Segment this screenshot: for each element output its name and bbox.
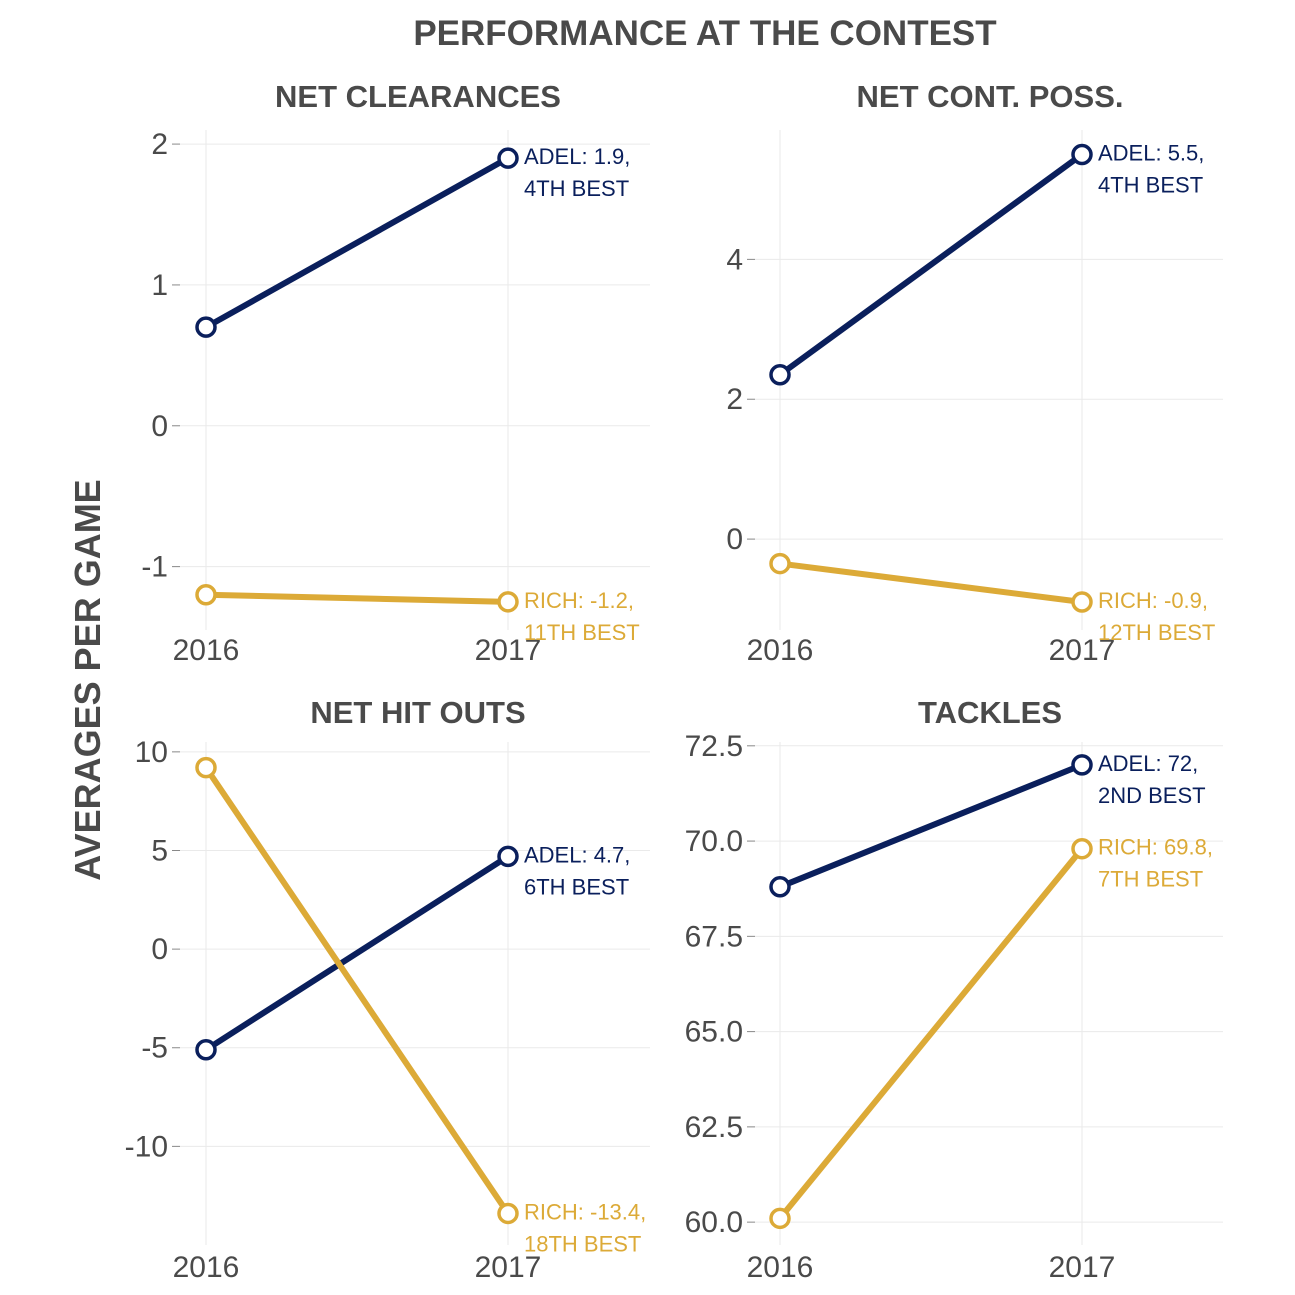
data-point-adel: [195, 1038, 217, 1061]
data-label-rich: 12TH BEST: [1098, 620, 1215, 645]
panel-title: NET CLEARANCES: [275, 79, 561, 114]
panel-title: NET HIT OUTS: [310, 695, 525, 730]
y-tick-label: 65.0: [685, 1016, 743, 1049]
panel-net-clearances: NET CLEARANCES 2 1 0 -1 2016 2017 ADEL: 1.9, 4TH…: [141, 79, 650, 667]
data-label-rich: 7TH BEST: [1098, 867, 1203, 892]
data-point-rich: [195, 756, 217, 779]
data-label-adel: ADEL: 4.7,: [524, 842, 630, 867]
data-label-adel: 4TH BEST: [1098, 172, 1203, 197]
series-line-adel: [203, 155, 511, 331]
x-tick-label: 2016: [173, 1251, 240, 1284]
y-tick-label: 2: [726, 383, 743, 416]
y-tick-label: 72.5: [685, 730, 743, 763]
data-label-adel: 4TH BEST: [524, 176, 629, 201]
data-label-adel: 6TH BEST: [524, 874, 629, 899]
data-point-rich: [1071, 591, 1093, 613]
y-tick-label: 0: [726, 523, 743, 556]
data-label-rich: RICH: 69.8,: [1098, 835, 1213, 860]
y-tick-label: 2: [151, 128, 168, 161]
series-line-rich: [777, 560, 1085, 606]
x-tick-label: 2016: [747, 634, 814, 667]
data-label-rich: RICH: -1.2,: [524, 588, 634, 613]
series-line-rich: [203, 591, 511, 605]
data-point-adel: [769, 364, 791, 386]
series-line-adel: [777, 761, 1085, 890]
data-label-rich: RICH: -0.9,: [1098, 588, 1208, 613]
data-point-adel: [497, 147, 519, 169]
data-point-rich: [769, 552, 791, 575]
series-line-adel: [777, 151, 1085, 378]
y-tick-label: -10: [125, 1130, 168, 1163]
series-line-adel: [203, 853, 511, 1053]
series-line-rich: [203, 764, 511, 1217]
series-line-rich: [777, 845, 1085, 1222]
data-label-rich: 11TH BEST: [524, 620, 640, 645]
data-point-rich: [195, 584, 217, 606]
y-tick-label: 70.0: [685, 825, 743, 858]
data-point-adel: [195, 316, 217, 338]
x-tick-label: 2017: [475, 1251, 542, 1284]
data-label-adel: ADEL: 72,: [1098, 751, 1198, 776]
data-label-rich: RICH: -13.4,: [524, 1199, 646, 1224]
y-tick-label: 60.0: [685, 1206, 743, 1239]
data-point-adel: [1071, 754, 1093, 776]
x-tick-label: 2017: [475, 634, 542, 667]
x-tick-label: 2017: [1049, 634, 1116, 667]
x-tick-label: 2016: [747, 1251, 814, 1284]
y-tick-label: 67.5: [685, 920, 743, 953]
y-tick-label: 0: [151, 410, 168, 443]
data-point-rich: [497, 591, 519, 613]
data-label-adel: ADEL: 5.5,: [1098, 140, 1204, 165]
panel-title: NET CONT. POSS.: [857, 79, 1124, 114]
y-tick-label: 1: [151, 269, 168, 302]
panel-title: TACKLES: [918, 695, 1062, 730]
data-point-rich: [769, 1207, 791, 1230]
data-point-rich: [1071, 837, 1093, 860]
data-point-adel: [497, 845, 519, 868]
y-tick-label: 4: [726, 243, 743, 276]
data-label-adel: 2ND BEST: [1098, 783, 1206, 808]
y-tick-label: 5: [151, 834, 168, 867]
panel-net-cont-poss: NET CONT. POSS. 4 2 0 2016 2017 ADEL: 5.5, 4TH …: [726, 79, 1223, 667]
panel-net-hit-outs: NET HIT OUTS 10 5 0 -5 -10 2016 2017 ADEL: 4.7, 6…: [125, 695, 650, 1284]
y-tick-label: 0: [151, 933, 168, 966]
data-label-rich: 18TH BEST: [524, 1231, 641, 1256]
y-tick-label: 62.5: [685, 1111, 743, 1144]
y-tick-label: -5: [141, 1032, 168, 1065]
y-tick-label: 10: [135, 736, 168, 769]
y-tick-label: -1: [141, 551, 168, 584]
chart-title: PERFORMANCE AT THE CONTEST: [413, 14, 997, 53]
x-tick-label: 2017: [1049, 1251, 1116, 1284]
data-point-rich: [497, 1202, 519, 1225]
x-tick-label: 2016: [173, 634, 240, 667]
data-label-adel: ADEL: 1.9,: [524, 144, 630, 169]
data-point-adel: [769, 876, 791, 898]
data-point-adel: [1071, 143, 1093, 166]
